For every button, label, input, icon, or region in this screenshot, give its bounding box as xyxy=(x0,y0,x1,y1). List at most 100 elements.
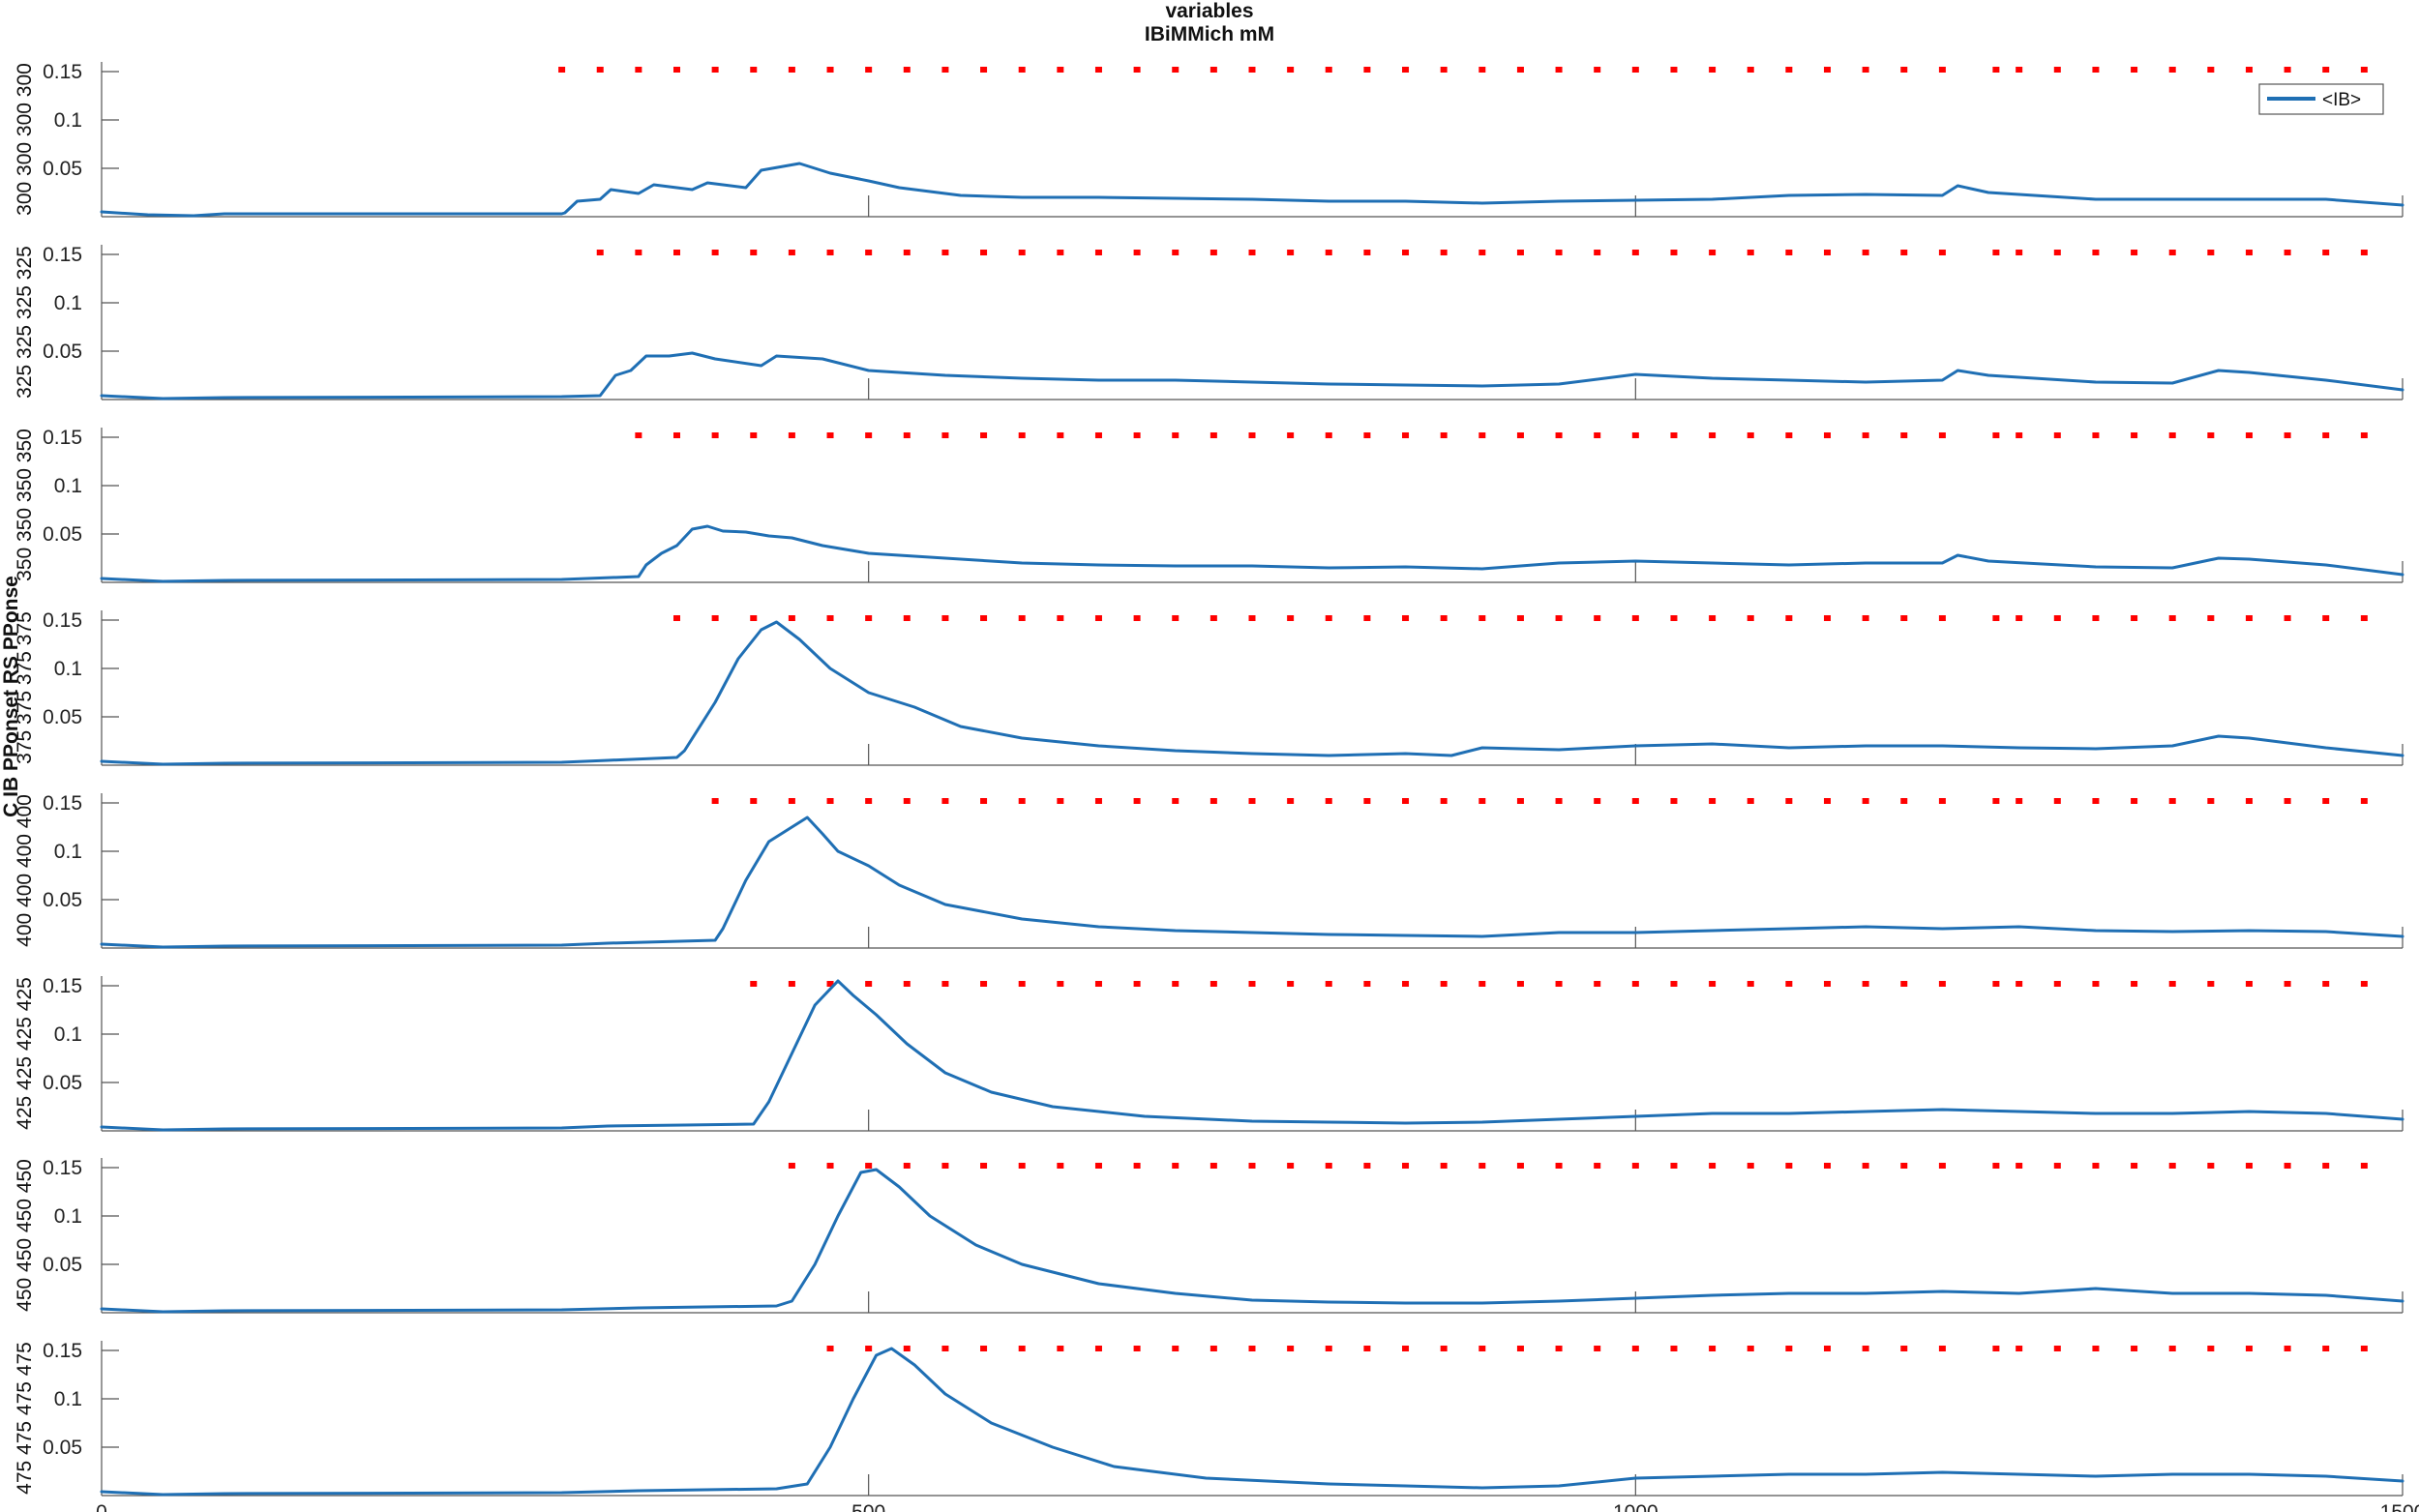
spike-marker xyxy=(1133,615,1141,621)
spike-marker xyxy=(1248,798,1256,804)
spike-marker xyxy=(1478,1346,1486,1351)
spike-marker xyxy=(865,1163,873,1169)
y-tick-label: 0.05 xyxy=(43,1254,82,1276)
spike-marker xyxy=(1992,981,2000,987)
spike-marker xyxy=(1440,981,1448,987)
spike-marker xyxy=(2168,981,2176,987)
spike-marker xyxy=(1440,615,1448,621)
panel-2: 0.05 0.1 0.15 325 325 325 325 xyxy=(14,244,2404,400)
y-tick-label: 0.05 xyxy=(43,1437,82,1459)
spike-marker xyxy=(2053,798,2061,804)
spike-marker xyxy=(1747,1163,1754,1169)
spike-marker xyxy=(2168,1346,2176,1351)
spike-marker xyxy=(1670,1346,1678,1351)
spike-marker xyxy=(1747,67,1754,73)
spike-marker xyxy=(2168,1163,2176,1169)
spike-marker xyxy=(2016,615,2023,621)
spike-marker xyxy=(1172,67,1180,73)
spike-marker xyxy=(1402,432,1410,438)
spike-marker xyxy=(1555,1346,1563,1351)
spike-marker xyxy=(826,67,834,73)
spike-marker xyxy=(980,1346,988,1351)
spike-marker xyxy=(1402,981,1410,987)
spike-marker xyxy=(1594,798,1601,804)
spike-marker xyxy=(865,432,873,438)
spike-marker xyxy=(1938,981,1946,987)
spike-marker xyxy=(1785,432,1793,438)
spike-marker xyxy=(1402,798,1410,804)
spike-marker xyxy=(788,1163,795,1169)
title-line-1: variables xyxy=(1165,0,1254,22)
spike-marker xyxy=(1594,432,1601,438)
y-tick-label: 0.15 xyxy=(43,609,82,632)
spike-marker xyxy=(2322,615,2330,621)
spike-marker xyxy=(1440,1346,1448,1351)
spike-marker xyxy=(1594,1346,1601,1351)
spike-marker xyxy=(2131,432,2138,438)
spike-marker xyxy=(2207,1163,2215,1169)
y-tick-label: 0.15 xyxy=(43,1340,82,1362)
spike-marker xyxy=(2092,67,2100,73)
panel-8: 0.05 0.1 0.15 475 475 475 475 0 500 1000 1500 xyxy=(14,1340,2419,1512)
spike-marker xyxy=(1670,615,1678,621)
spike-marker xyxy=(1785,798,1793,804)
x-tick-label: 0 xyxy=(96,1501,107,1512)
panel-3: 0.05 0.1 0.15 350 350 350 350 xyxy=(14,427,2404,583)
spike-marker xyxy=(1900,250,1908,255)
spike-marker xyxy=(1900,1163,1908,1169)
spike-marker xyxy=(1248,67,1256,73)
spike-marker xyxy=(1709,1346,1717,1351)
spike-marker xyxy=(1133,798,1141,804)
spike-marker xyxy=(2168,250,2176,255)
spike-marker xyxy=(2245,798,2253,804)
y-tick-label: 0.15 xyxy=(43,427,82,449)
y-tick-label: 0.05 xyxy=(43,706,82,728)
spike-marker xyxy=(1747,798,1754,804)
y-tick-label: 0.1 xyxy=(54,658,82,680)
spike-marker xyxy=(2245,981,2253,987)
spike-marker xyxy=(1094,432,1102,438)
spike-marker xyxy=(2207,798,2215,804)
spike-marker xyxy=(2245,1346,2253,1351)
spike-marker xyxy=(1900,67,1908,73)
spike-marker xyxy=(980,1163,988,1169)
spike-marker xyxy=(980,250,988,255)
spike-marker xyxy=(2322,1163,2330,1169)
spike-marker xyxy=(1363,981,1371,987)
spike-marker xyxy=(2131,1163,2138,1169)
spike-marker xyxy=(1594,67,1601,73)
spike-marker xyxy=(2360,981,2368,987)
spike-marker xyxy=(1709,1163,1717,1169)
spike-marker xyxy=(1287,67,1295,73)
spike-marker xyxy=(1670,250,1678,255)
spike-marker xyxy=(1248,981,1256,987)
spike-marker xyxy=(1938,1346,1946,1351)
spike-marker xyxy=(788,981,795,987)
panel-label: 300 300 300 300 xyxy=(14,63,36,216)
spike-marker xyxy=(2131,615,2138,621)
spike-marker xyxy=(1363,1346,1371,1351)
spike-marker xyxy=(1631,1346,1639,1351)
spike-marker xyxy=(1516,615,1524,621)
x-tick-label: 500 xyxy=(851,1501,885,1512)
spike-marker xyxy=(2168,798,2176,804)
y-tick-label: 0.05 xyxy=(43,523,82,546)
spike-marker xyxy=(1402,67,1410,73)
spike-marker xyxy=(1018,615,1026,621)
spike-marker xyxy=(903,798,911,804)
spike-marker xyxy=(2284,1346,2291,1351)
spike-marker xyxy=(711,67,719,73)
spike-marker xyxy=(1938,798,1946,804)
spike-marker xyxy=(941,981,949,987)
spike-marker xyxy=(1018,432,1026,438)
spike-marker xyxy=(1709,798,1717,804)
spike-marker xyxy=(1862,615,1869,621)
spike-marker xyxy=(1670,67,1678,73)
spike-marker xyxy=(2245,250,2253,255)
spike-marker xyxy=(750,798,758,804)
spike-marker xyxy=(1057,1346,1064,1351)
spike-marker xyxy=(1631,67,1639,73)
spike-marker xyxy=(558,67,566,73)
spike-marker xyxy=(1018,1346,1026,1351)
spike-marker xyxy=(1992,432,2000,438)
